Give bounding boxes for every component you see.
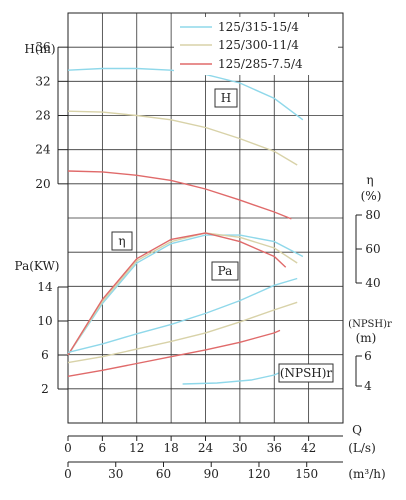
npsh-curve [182, 369, 286, 385]
npsh-axis-label: (NPSH)r [348, 319, 392, 330]
power-curve [67, 301, 298, 364]
legend-entry-label: 125/285-7.5/4 [218, 57, 303, 71]
efficiency-curve-label-box [111, 231, 133, 251]
npsh-tick-label: 4 [364, 379, 372, 393]
efficiency-curve [67, 232, 298, 356]
curve-labels: Hη Pa (NPSH)r [111, 88, 334, 383]
head-curve-label: H [221, 91, 231, 105]
legend-entry-label: 125/300-11/4 [218, 38, 299, 52]
head-tick-label: 32 [35, 74, 50, 88]
flow-ls-tick-label: 6 [99, 441, 107, 455]
head-tick-label: 28 [35, 109, 50, 123]
power-tick-label: 2 [41, 382, 49, 396]
npsh-unit-label: (m) [356, 331, 377, 345]
power-curve-label-box [211, 261, 239, 281]
flow-m3h-tick-label: 150 [295, 467, 318, 481]
power-axis-label: Pa(KW) [15, 259, 60, 273]
head-tick-label: 36 [35, 40, 50, 54]
flow-m3h-tick-label: 60 [156, 467, 171, 481]
legend-entry-label: 125/315-15/4 [218, 20, 299, 34]
npsh-curve-label-box [278, 363, 334, 383]
efficiency-axis-label: η [366, 173, 373, 187]
axes: H(m)3632282420Pa(KW)141062η(%)806040(NPS… [15, 40, 393, 481]
flow-ls-tick-label: 0 [64, 441, 72, 455]
power-curve [67, 329, 281, 377]
efficiency-curve-label: η [118, 234, 125, 248]
efficiency-curve [67, 232, 287, 356]
flow-ls-tick-label: 24 [198, 441, 214, 455]
flow-m3h-tick-label: 0 [64, 467, 72, 481]
head-tick-label: 20 [35, 177, 50, 191]
efficiency-unit-label: (%) [361, 189, 382, 203]
head-curve-label-box [214, 88, 238, 108]
flow-axis-name: Q [352, 423, 362, 437]
power-curve-label: Pa [218, 264, 233, 278]
efficiency-tick-label: 40 [365, 276, 380, 290]
flow-ls-tick-label: 18 [163, 441, 178, 455]
flow-ls-tick-label: 36 [267, 441, 282, 455]
flow-m3h-tick-label: 120 [248, 467, 271, 481]
flow-ls-tick-label: 30 [232, 441, 247, 455]
power-tick-label: 6 [41, 348, 49, 362]
npsh-tick-label: 6 [364, 349, 372, 363]
efficiency-tick-label: 80 [365, 208, 380, 222]
flow-ls-unit-label: (L/s) [348, 441, 376, 455]
power-tick-label: 14 [37, 280, 53, 294]
head-curve [67, 110, 298, 166]
flow-m3h-unit-label: (m³/h) [348, 467, 385, 481]
power-curve [67, 277, 298, 354]
efficiency-tick-label: 60 [365, 242, 380, 256]
flow-m3h-tick-label: 30 [108, 467, 123, 481]
legend: 125/315-15/4 125/300-11/4 125/285-7.5/4 [174, 17, 338, 75]
efficiency-curve [67, 234, 304, 356]
power-tick-label: 10 [37, 314, 52, 328]
flow-m3h-tick-label: 90 [204, 467, 219, 481]
head-axis-label: H(m) [24, 42, 55, 56]
npsh-curve-label: (NPSH)r [280, 366, 333, 380]
flow-ls-tick-label: 12 [129, 441, 144, 455]
flow-ls-tick-label: 42 [301, 441, 316, 455]
head-curve [67, 170, 292, 220]
head-tick-label: 24 [35, 143, 51, 157]
